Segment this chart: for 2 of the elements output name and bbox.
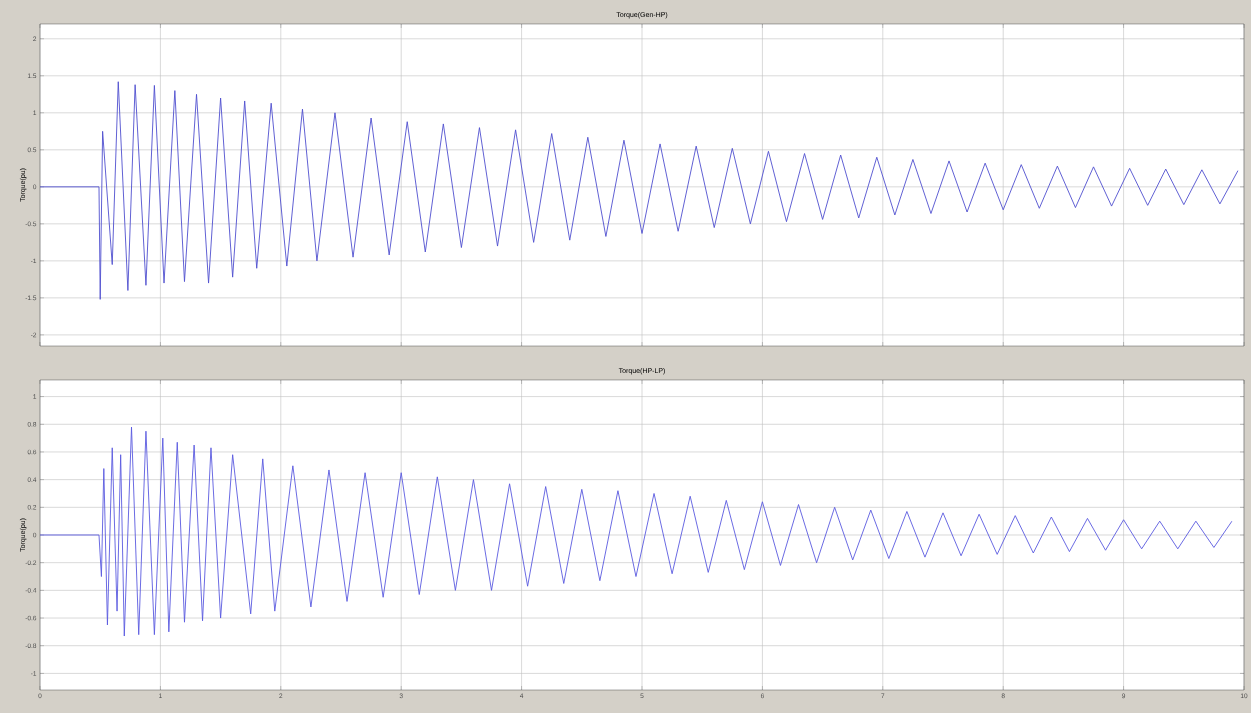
line-series [40, 426, 1233, 637]
line-series [40, 81, 1239, 300]
